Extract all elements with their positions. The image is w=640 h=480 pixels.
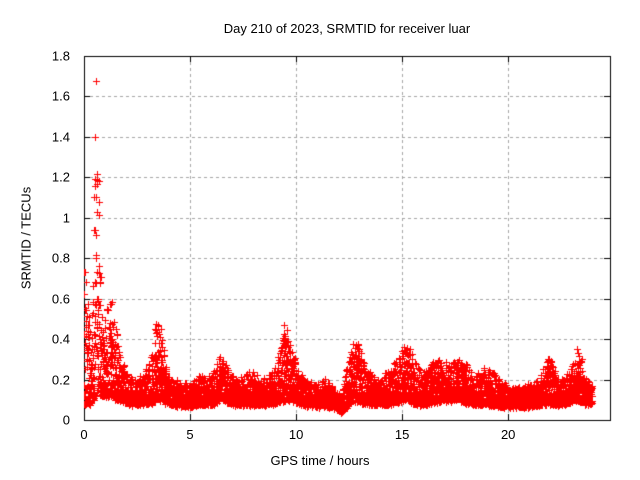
y-axis-label: SRMTID / TECUs bbox=[18, 186, 34, 290]
y-tick-label: 1.6 bbox=[51, 88, 70, 104]
y-tick-label: 1 bbox=[62, 210, 70, 226]
x-tick-label: 15 bbox=[394, 427, 410, 442]
x-tick-label: 10 bbox=[288, 427, 304, 442]
y-tick-label: 0.4 bbox=[51, 331, 70, 347]
x-tick-label: 0 bbox=[80, 427, 88, 442]
y-tick-label: 1.4 bbox=[51, 129, 70, 145]
y-tick-label: 0.2 bbox=[51, 372, 70, 388]
y-tick-label: 1.2 bbox=[51, 169, 70, 185]
x-axis-label: GPS time / hours bbox=[270, 453, 370, 468]
y-tick-label: 0.6 bbox=[51, 291, 70, 307]
y-tick-label: 0 bbox=[62, 412, 70, 428]
y-tick-label: 0.8 bbox=[51, 250, 70, 266]
x-tick-label: 20 bbox=[500, 427, 516, 442]
y-tick-label: 1.8 bbox=[51, 48, 70, 64]
chart-title: Day 210 of 2023, SRMTID for receiver lua… bbox=[223, 21, 471, 36]
x-tick-label: 5 bbox=[186, 427, 194, 442]
